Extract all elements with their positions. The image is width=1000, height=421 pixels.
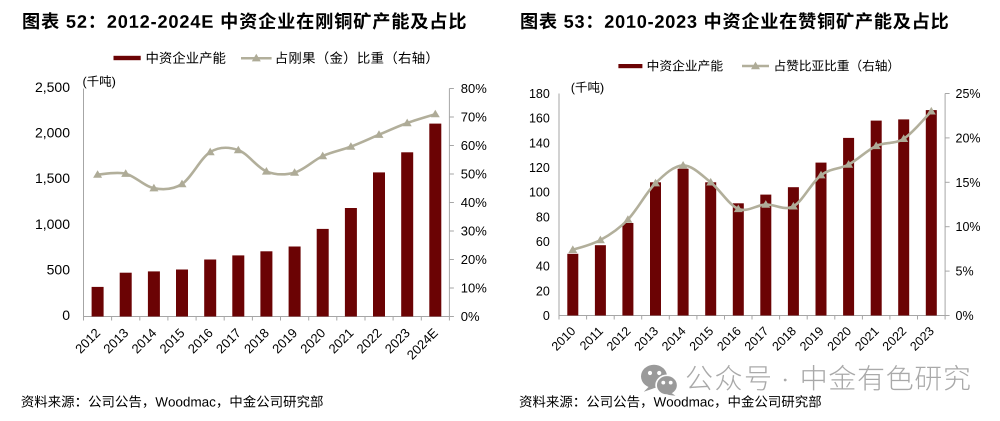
- svg-text:2012: 2012: [604, 324, 634, 354]
- svg-text:2022: 2022: [354, 325, 385, 356]
- svg-text:2010: 2010: [549, 324, 579, 354]
- svg-text:120: 120: [529, 161, 550, 175]
- svg-text:2020: 2020: [825, 324, 855, 354]
- svg-text:40%: 40%: [461, 195, 487, 210]
- svg-text:0%: 0%: [461, 309, 480, 324]
- svg-text:10%: 10%: [461, 281, 487, 296]
- svg-text:2016: 2016: [714, 324, 744, 354]
- svg-text:1,000: 1,000: [35, 216, 70, 232]
- svg-text:1,500: 1,500: [35, 170, 70, 186]
- svg-text:2012: 2012: [72, 325, 103, 356]
- svg-text:20: 20: [536, 284, 550, 298]
- svg-text:2020: 2020: [297, 325, 328, 356]
- svg-text:2018: 2018: [241, 325, 272, 356]
- svg-text:80: 80: [536, 210, 550, 224]
- svg-text:2021: 2021: [325, 325, 356, 356]
- svg-text:2,500: 2,500: [35, 79, 70, 95]
- svg-text:2019: 2019: [269, 325, 300, 356]
- svg-text:2014: 2014: [659, 324, 689, 354]
- svg-text:2,000: 2,000: [35, 125, 70, 141]
- svg-text:0: 0: [62, 307, 70, 323]
- svg-text:20%: 20%: [956, 131, 981, 145]
- svg-text:2015: 2015: [157, 325, 188, 356]
- svg-text:100: 100: [529, 186, 550, 200]
- svg-text:10%: 10%: [956, 220, 981, 234]
- svg-text:500: 500: [47, 261, 71, 277]
- svg-text:160: 160: [529, 112, 550, 126]
- svg-text:20%: 20%: [461, 252, 487, 267]
- svg-text:15%: 15%: [956, 176, 981, 190]
- svg-text:30%: 30%: [461, 224, 487, 239]
- svg-text:2013: 2013: [632, 324, 662, 354]
- svg-text:2021: 2021: [852, 324, 882, 354]
- svg-text:25%: 25%: [956, 87, 981, 101]
- svg-text:2023: 2023: [907, 324, 937, 354]
- svg-text:2017: 2017: [742, 324, 772, 354]
- svg-text:2017: 2017: [213, 325, 244, 356]
- svg-text:40: 40: [536, 260, 550, 274]
- svg-text:0%: 0%: [956, 309, 974, 323]
- svg-text:60%: 60%: [461, 138, 487, 153]
- svg-text:2014: 2014: [128, 325, 159, 356]
- svg-text:50%: 50%: [461, 167, 487, 182]
- svg-text:0: 0: [543, 309, 550, 323]
- svg-text:2019: 2019: [797, 324, 827, 354]
- svg-text:2018: 2018: [769, 324, 799, 354]
- svg-text:2024E: 2024E: [404, 325, 441, 362]
- svg-text:2022: 2022: [880, 324, 910, 354]
- svg-text:60: 60: [536, 235, 550, 249]
- svg-text:140: 140: [529, 136, 550, 150]
- svg-text:5%: 5%: [956, 265, 974, 279]
- svg-text:2015: 2015: [687, 324, 717, 354]
- svg-text:2013: 2013: [100, 325, 131, 356]
- svg-text:70%: 70%: [461, 110, 487, 125]
- svg-text:2011: 2011: [577, 324, 606, 353]
- svg-text:2016: 2016: [185, 325, 216, 356]
- svg-text:80%: 80%: [461, 81, 487, 96]
- svg-text:180: 180: [529, 87, 550, 101]
